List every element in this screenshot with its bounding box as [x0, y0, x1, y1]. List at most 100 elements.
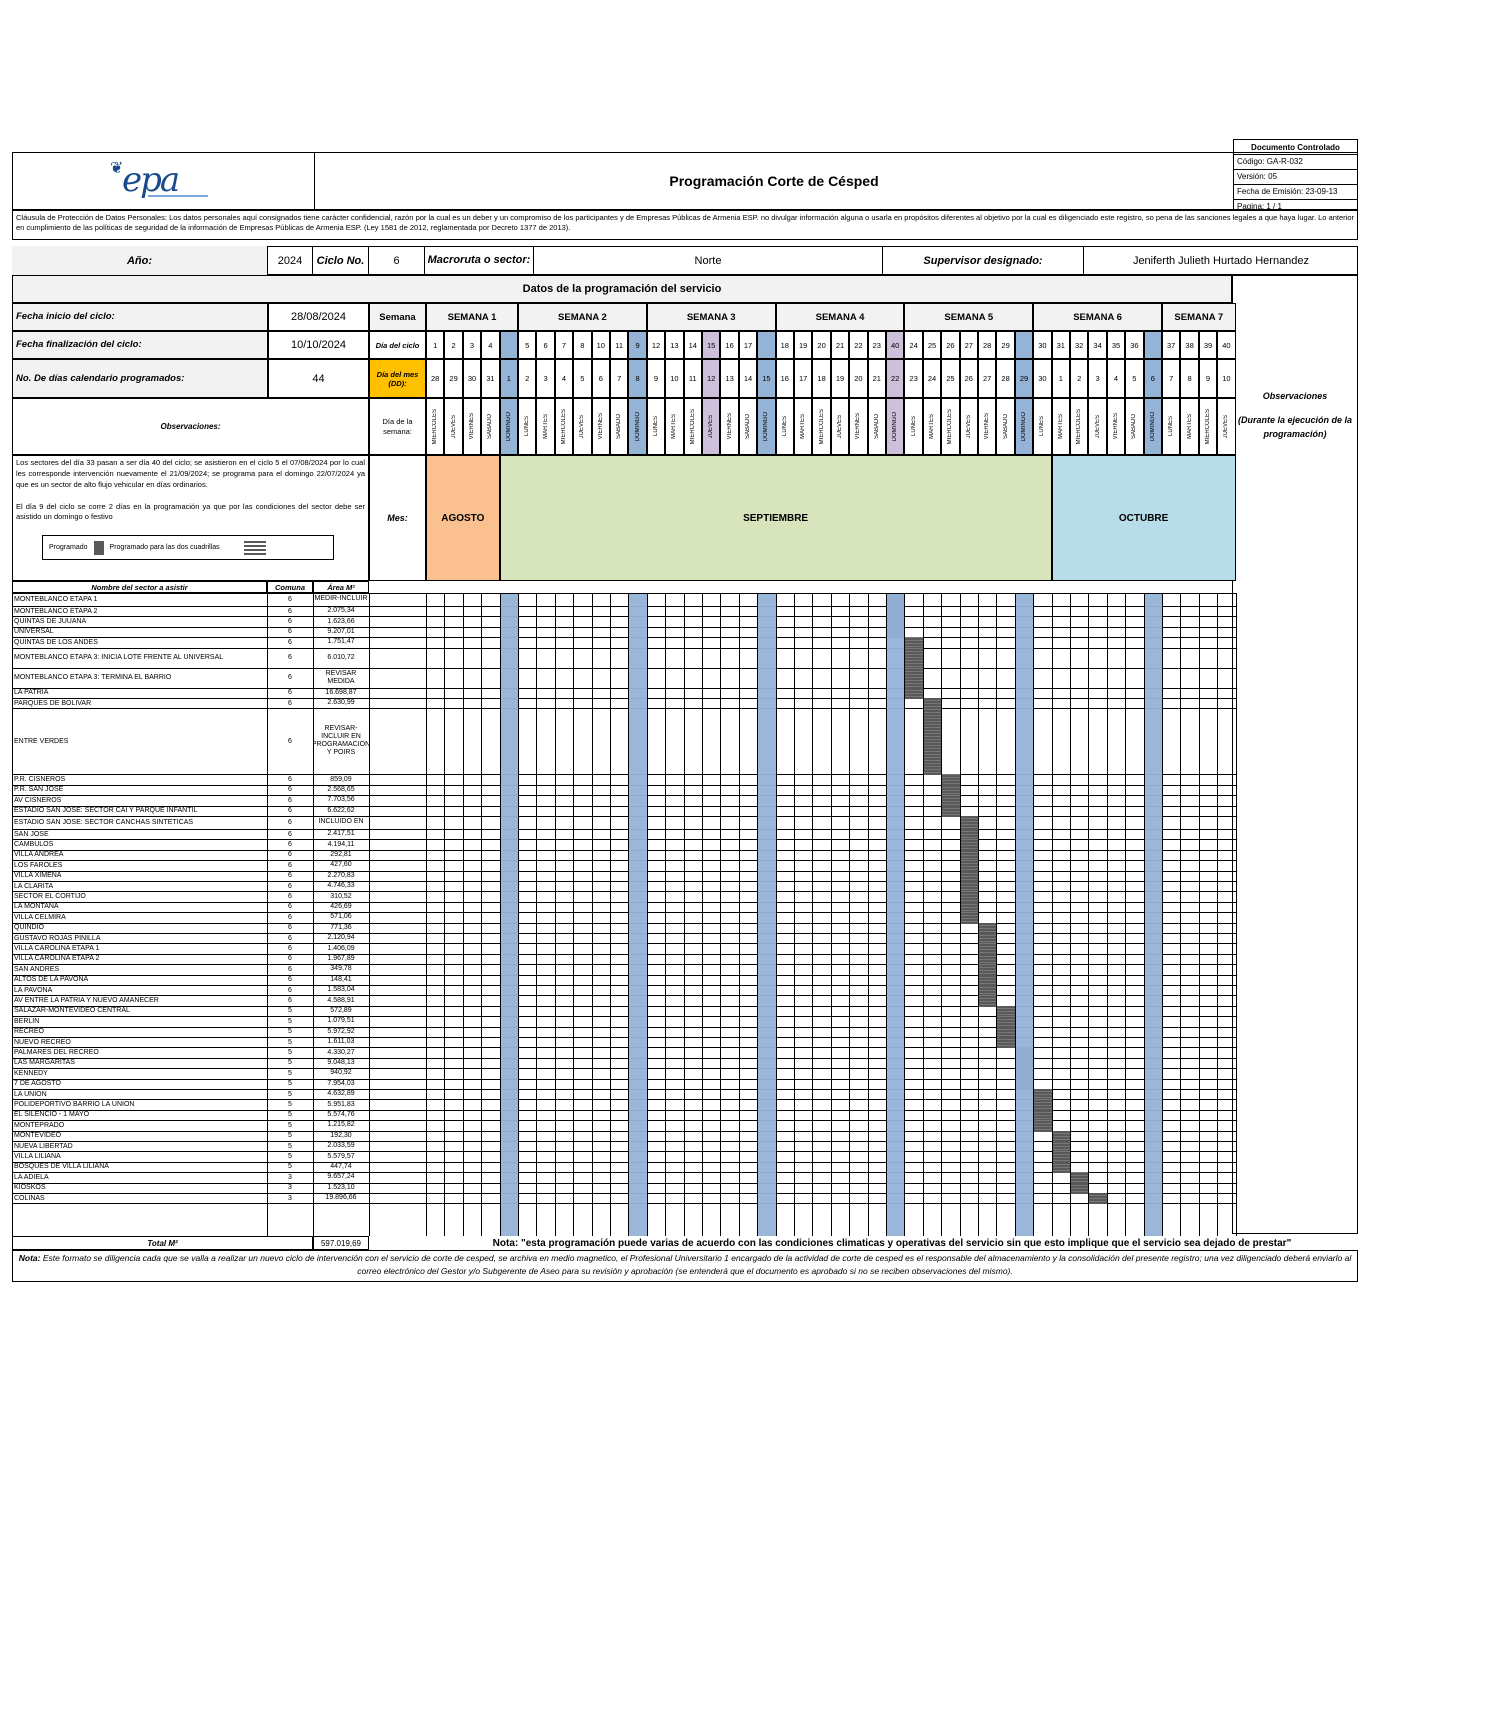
sector-name: VILLA CELMIRA [14, 913, 66, 921]
control-box: Documento Controlado Código: GA-R-032 Ve… [1233, 139, 1358, 211]
footer-note: Nota: Este formato se diligencia cada qu… [12, 1250, 1358, 1282]
sector-area: REVISAR-INCLUIR EN PROGRAMACION Y POIRS [313, 725, 369, 757]
cycle-day-cell: 30 [1033, 331, 1052, 359]
cycle-day-cell: 31 [1051, 331, 1070, 359]
weekday-cell: SABADO [996, 398, 1015, 455]
col-line [794, 593, 795, 1236]
scheduled-cell [1051, 1151, 1070, 1163]
weekday-cell: SABADO [610, 398, 629, 455]
scheduled-cell [904, 647, 923, 669]
sector-comuna: 6 [288, 997, 292, 1005]
weekday-text: LUNES [910, 416, 917, 437]
col-line [775, 593, 777, 1236]
row-line [12, 1141, 1236, 1142]
sector-area: 6.010,72 [327, 653, 355, 661]
row-line [12, 784, 1236, 786]
scheduled-cell [1033, 1099, 1052, 1111]
sector-area: 292,81 [330, 850, 352, 858]
weekday-text: VIERNES [855, 413, 862, 440]
month-day-cell: 15 [757, 359, 776, 398]
weekday-cell: SABADO [1125, 398, 1144, 455]
header-name: Nombre del sector a asistir [12, 581, 267, 593]
scheduled-cell [959, 901, 978, 914]
row-line [12, 870, 1236, 872]
sector-name: LA MONTAÑA [14, 903, 59, 911]
cycle-value: 6 [369, 246, 425, 275]
weekday-cell: LUNES [1162, 398, 1181, 455]
sector-comuna: 6 [288, 841, 292, 849]
scheduled-cell [978, 964, 997, 976]
sector-comuna: 6 [288, 830, 292, 838]
weekday-cell: JUEVES [444, 398, 463, 455]
sector-comuna: 6 [288, 618, 292, 626]
sector-name: SECTOR EL CORTIJO [14, 893, 86, 901]
sector-name: COLINAS [14, 1194, 45, 1202]
month-day-cell: 21 [867, 359, 886, 398]
weekday-cell: MIERCOLES [1198, 398, 1218, 455]
month-day-cell: 13 [720, 359, 739, 398]
weekday-text: VIERNES [726, 413, 733, 440]
row-line [12, 687, 1236, 689]
weekday-cell: SABADO [738, 398, 758, 455]
cycle-day-cell: 8 [573, 331, 592, 359]
month-day-cell: 9 [1198, 359, 1218, 398]
sector-area: MEDIR-INCLUIR [314, 595, 368, 603]
cycle-day-cell: 25 [922, 331, 942, 359]
cycle-day-cell: 40 [886, 331, 905, 359]
scheduled-cell [959, 881, 978, 893]
weekday-text: VIERNES [468, 413, 475, 440]
weekday-cell: DOMINGO [886, 398, 905, 455]
sector-comuna: 6 [288, 807, 292, 815]
cycle-day-cell: 29 [996, 331, 1015, 359]
weekday-cell: LUNES [775, 398, 794, 455]
col-line [536, 593, 538, 1236]
sector-area: INCLUIDO EN [318, 818, 364, 826]
legend: Programado Programado para las dos cuadr… [42, 535, 334, 560]
footer-note-text: Este formato se diligencia cada que se v… [42, 1253, 1352, 1277]
sector-comuna: 3 [288, 1194, 292, 1202]
sector-area: 1.079,51 [327, 1017, 355, 1025]
row-line [12, 912, 1236, 914]
row-line [12, 647, 1236, 649]
page-title: Programación Corte de Césped [669, 173, 879, 189]
row-line [12, 1057, 1236, 1059]
month-day-cell: 26 [959, 359, 978, 398]
col-line [481, 593, 483, 1236]
sector-comuna: 6 [288, 596, 292, 603]
col-line [1033, 593, 1035, 1236]
row-line [12, 1078, 1236, 1080]
weekday-cell: JUEVES [1088, 398, 1107, 455]
sector-name: AV CISNEROS [14, 796, 62, 804]
row-line [12, 626, 1236, 628]
weekday-cell: SABADO [481, 398, 500, 455]
month-day-cell: 3 [1088, 359, 1107, 398]
sector-area: 427,60 [330, 861, 352, 869]
row-line [12, 985, 1236, 986]
legend-dos: Programado para las dos cuadrillas [109, 544, 220, 551]
right-obs-title: Observaciones [1262, 391, 1328, 401]
row-line [12, 881, 1236, 882]
scheduled-cell [904, 637, 923, 649]
sector-comuna: 6 [288, 638, 292, 646]
sector-area: 5.579,57 [327, 1152, 355, 1160]
cycle-day-cell: 4 [481, 331, 500, 359]
sector-area: 4.746,33 [327, 882, 355, 890]
sector-area: 572,89 [330, 1006, 352, 1014]
sector-name: BOSQUES DE VILLA LILIANA [14, 1163, 109, 1171]
scheduled-cell [904, 667, 923, 689]
macro-value: Norte [534, 246, 883, 275]
sheet: ❦ epa Programación Corte de Césped Docum… [12, 139, 1501, 1409]
cycle-day-cell: 26 [941, 331, 960, 359]
sector-name: PALMARES DEL RECREO [14, 1049, 99, 1057]
sector-area: 5.951,83 [327, 1100, 355, 1108]
logo-underline [148, 195, 208, 197]
col-line [720, 593, 722, 1236]
row-line [12, 1099, 1236, 1101]
row-line [12, 616, 1236, 618]
cycle-day-cell: 10 [591, 331, 610, 359]
cycle-day-cell: 32 [1070, 331, 1089, 359]
sector-area: 1.406,09 [327, 944, 355, 952]
sunday-column [757, 593, 776, 1236]
weekday-cell: DOMINGO [1143, 398, 1162, 455]
sector-area: 2.120,94 [327, 934, 355, 942]
